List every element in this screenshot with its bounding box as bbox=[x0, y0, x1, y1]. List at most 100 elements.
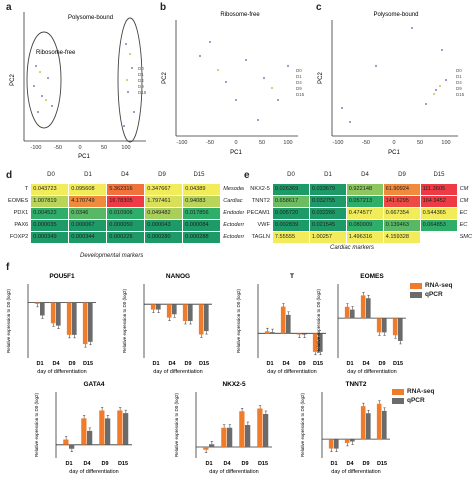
heatmap-cell: 0.057213 bbox=[345, 195, 384, 208]
heatmap-cell: 0.000280 bbox=[144, 231, 184, 244]
bar-qpcr bbox=[366, 413, 371, 440]
heatmap-row: PECAM1 0.005720 0.032266 0.474577 0.667354 0.… bbox=[244, 207, 474, 220]
heatmap-cell: 0.095608 bbox=[68, 183, 108, 196]
bar-rnaseq bbox=[182, 304, 188, 321]
bar-rnaseq bbox=[264, 331, 270, 334]
heatmap-row: EOMES 1.007819 4.170749 16.78305 1.797461 0.9… bbox=[6, 195, 273, 208]
y-axis-label: Relative expression to D0 (log2) bbox=[174, 392, 179, 457]
bar-qpcr bbox=[270, 332, 275, 334]
chart-title: T bbox=[290, 273, 294, 280]
x-tick-label: D15 bbox=[118, 461, 128, 467]
bar-rnaseq bbox=[221, 427, 227, 447]
heatmap-cell: 0.0346 bbox=[68, 207, 108, 220]
heatmap-e-column-headers: D0 D1 D4 D9 D15 bbox=[274, 172, 454, 182]
heatmap-column-header: D4 bbox=[361, 172, 369, 178]
pca-plot-c: Polysome-bound -100 -50 0 50 100 PC1 PC2… bbox=[318, 12, 465, 156]
x-tick-label: D4 bbox=[282, 361, 290, 367]
x-tick-label: D15 bbox=[393, 361, 403, 367]
bar-rnaseq bbox=[50, 302, 56, 324]
x-tick: -100 bbox=[176, 140, 187, 146]
bar-qpcr bbox=[87, 430, 93, 445]
legend-f-bottom: RNA-seq qPCR bbox=[392, 388, 434, 404]
bar-rnaseq bbox=[360, 406, 366, 440]
x-tick: 50 bbox=[417, 140, 423, 146]
bar-rnaseq bbox=[166, 304, 172, 318]
heatmap-cell: 0.004522 bbox=[30, 207, 70, 220]
bar-qpcr bbox=[245, 425, 251, 447]
chart-title: EOMES bbox=[360, 273, 384, 280]
heatmap-row-category: EC bbox=[457, 207, 474, 220]
legend-item: D1 bbox=[138, 72, 144, 77]
y-axis-label: PC2 bbox=[10, 74, 16, 86]
heatmap-cell: 0.000288 bbox=[182, 231, 222, 244]
heatmap-column-header: D1 bbox=[84, 172, 92, 178]
heatmap-row: PAX6 0.000035 0.000067 0.000050 0.000043 0.00… bbox=[6, 219, 273, 232]
heatmap-cell: 0.000344 bbox=[68, 231, 108, 244]
heatmap-row-category: CM bbox=[457, 183, 474, 196]
heatmap-column-header: D0 bbox=[287, 172, 295, 178]
heatmap-cell: 0.94083 bbox=[182, 195, 222, 208]
heatmap-cell: 0.021545 bbox=[308, 219, 347, 232]
x-tick-label: D4 bbox=[168, 361, 176, 367]
bar-qpcr bbox=[72, 302, 77, 335]
bar-rnaseq bbox=[344, 439, 350, 443]
x-tick-label: D15 bbox=[377, 461, 387, 467]
heatmap-cell: 1.007819 bbox=[30, 195, 70, 208]
heatmap-cell: 7.55555 bbox=[271, 231, 310, 244]
heatmap-column-header: D0 bbox=[47, 172, 55, 178]
bar-qpcr bbox=[286, 314, 291, 334]
heatmap-column-header: D15 bbox=[193, 172, 205, 178]
bar-qpcr bbox=[88, 302, 93, 342]
pca-plot-a: Ribosome-free Polysome-bound -100 -50 0 … bbox=[10, 12, 147, 160]
heatmap-cell: 4.170749 bbox=[68, 195, 108, 208]
bar-qpcr bbox=[56, 302, 61, 326]
bar-qpcr bbox=[366, 298, 371, 319]
y-axis-label: PC2 bbox=[162, 72, 168, 84]
bar-qpcr bbox=[209, 444, 215, 447]
heatmap-cell: 1.00257 bbox=[308, 231, 347, 244]
heatmap-row: TNNT2 0.658617 0.032755 0.057213 141.6295 164… bbox=[244, 195, 474, 208]
x-tick-label: D1 bbox=[152, 361, 159, 367]
heatmap-cell: 0.000043 bbox=[144, 219, 184, 232]
heatmap-d: T 0.043723 0.095608 5.362316 0.347667 0.04389… bbox=[6, 183, 273, 244]
heatmap-cell: 0.049482 bbox=[144, 207, 184, 220]
heatmap-row-category: EC bbox=[457, 219, 474, 232]
bar-rnaseq bbox=[312, 333, 318, 352]
legend-item: D15 bbox=[456, 92, 465, 97]
x-axis-label: PC1 bbox=[230, 150, 242, 156]
heatmap-cell: 0.000067 bbox=[68, 219, 108, 232]
heatmap-row: PDX1 0.004522 0.0346 0.010906 0.049482 0.0178… bbox=[6, 207, 273, 220]
heatmap-cell: 141.6295 bbox=[382, 195, 421, 208]
heatmap-row: VWF 0.002839 0.021545 0.080009 0.139463 0.064… bbox=[244, 219, 474, 232]
x-tick: 0 bbox=[78, 145, 81, 151]
heatmap-cell: 0.474577 bbox=[345, 207, 384, 220]
heatmap-row: NKX2-5 0.026369 0.033679 0.922148 61.90924 11… bbox=[244, 183, 474, 196]
legend-item: D1 bbox=[296, 74, 302, 79]
panel-letter-a: a bbox=[6, 2, 12, 13]
chart-title: NANOG bbox=[166, 273, 190, 280]
x-tick: -100 bbox=[332, 140, 343, 146]
annot-ribosome-free: Ribosome-free bbox=[36, 50, 76, 56]
heatmap-row-category: SMC bbox=[457, 231, 474, 244]
legend-item: D4 bbox=[296, 80, 302, 85]
bar-qpcr bbox=[350, 309, 355, 319]
x-tick-label: D1 bbox=[205, 461, 212, 467]
legend-swatch-rnaseq bbox=[392, 388, 404, 395]
heatmap-row: FOXP2 0.000349 0.000344 0.000226 0.000280 0.0… bbox=[6, 231, 273, 244]
heatmap-cell: 0.064853 bbox=[419, 219, 458, 232]
x-tick-label: D4 bbox=[52, 361, 60, 367]
bar-rnaseq bbox=[203, 447, 209, 450]
heatmap-cell: 4.159328 bbox=[382, 231, 421, 244]
x-axis-label: day of differentiation bbox=[209, 469, 258, 475]
heatmap-row-label: VWF bbox=[244, 219, 273, 232]
bar-rnaseq bbox=[376, 403, 382, 440]
bar-rnaseq bbox=[81, 418, 87, 445]
heatmap-cell: 111.3605 bbox=[419, 183, 458, 196]
x-axis-label: day of differentiation bbox=[153, 369, 202, 375]
x-tick-label: D9 bbox=[101, 461, 108, 467]
bar-chart-nkx2-5: NKX2-5 Relative expression to D0 (log2) D1… bbox=[174, 381, 272, 475]
bar-qpcr bbox=[382, 410, 387, 440]
x-tick: -50 bbox=[362, 140, 370, 146]
legend-label-rnaseq: RNA-seq bbox=[407, 388, 435, 395]
y-axis-label: Relative expression to D0 (log2) bbox=[300, 392, 305, 457]
